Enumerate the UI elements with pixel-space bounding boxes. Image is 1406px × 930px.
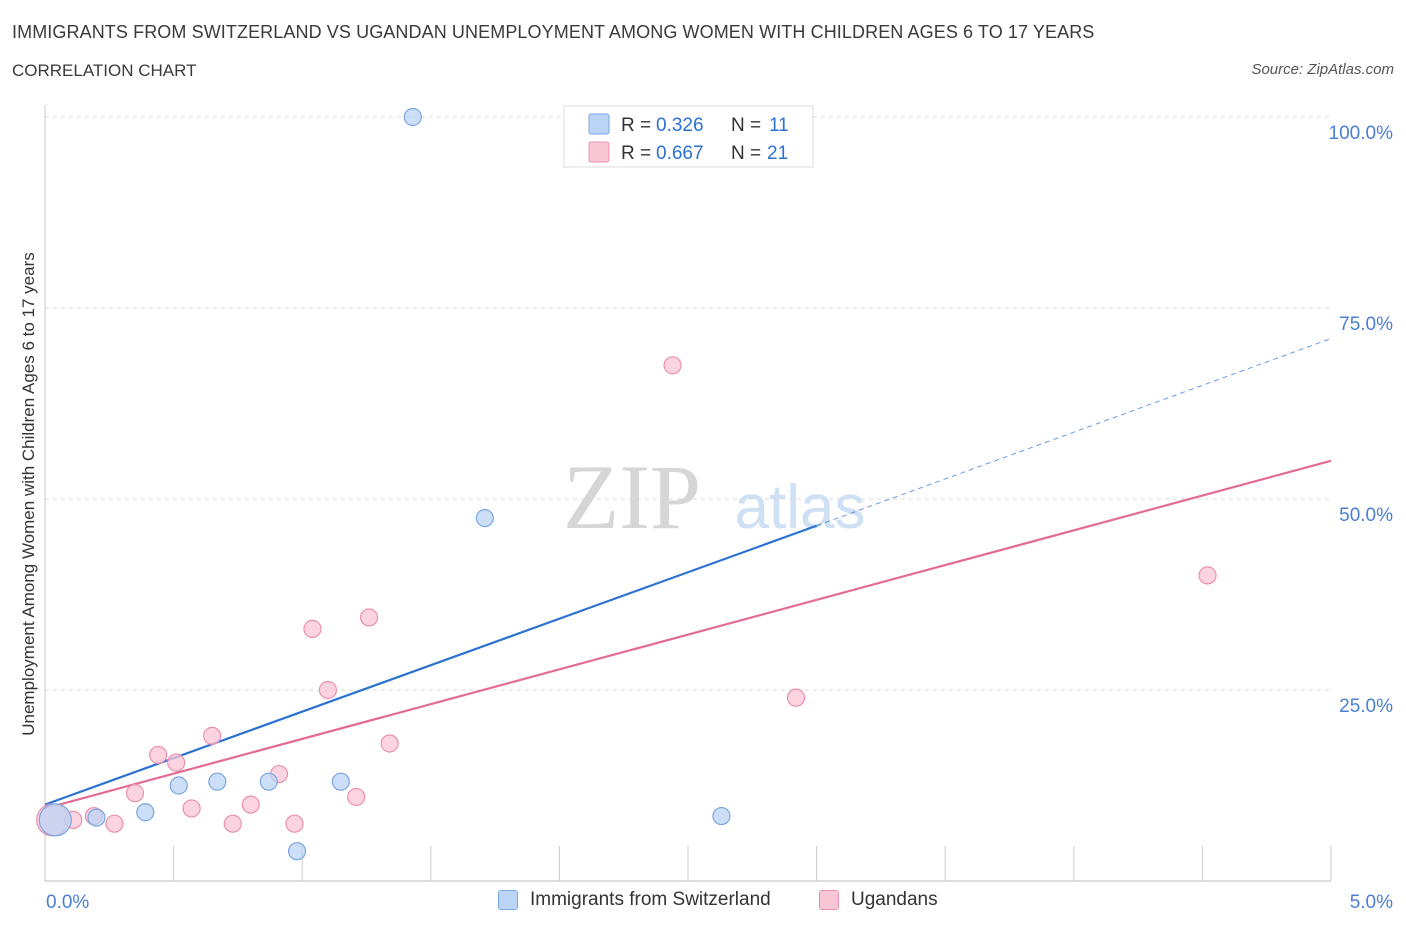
data-point-switzerland (208, 772, 227, 791)
x-tick-label: 5.0% (1350, 892, 1393, 913)
legend-label-ugandans: Ugandans (851, 889, 938, 910)
data-point-switzerland (136, 803, 155, 822)
bottom-legend: Immigrants from Switzerland Ugandans (0, 889, 1406, 915)
x-tick-label: 0.0% (46, 892, 89, 913)
legend-r-value: 0.326 (656, 115, 704, 136)
y-axis-label: Unemployment Among Women with Children A… (19, 252, 38, 736)
data-point-ugandans (359, 608, 379, 627)
legend-item-ugandans: Ugandans (819, 889, 938, 911)
data-point-ugandans (203, 726, 222, 745)
y-tick-label: 75.0% (1339, 314, 1393, 335)
trend-line-switzerland-extension (816, 338, 1332, 527)
legend-swatch-pink (819, 890, 839, 910)
legend-r-label: R = (621, 143, 651, 164)
data-point-switzerland (259, 772, 278, 791)
data-point-switzerland (712, 806, 731, 826)
data-point-switzerland (169, 776, 188, 795)
chart-title: IMMIGRANTS FROM SWITZERLAND VS UGANDAN U… (12, 22, 1095, 42)
data-point-ugandans (285, 814, 304, 833)
data-point-ugandans (241, 795, 260, 814)
watermark: ZIP atlas (563, 446, 865, 548)
data-point-ugandans (786, 688, 806, 707)
data-point-ugandans (167, 753, 186, 772)
trend-layer (44, 338, 1332, 810)
legend-n-label: N = (731, 115, 761, 136)
data-point-ugandans (105, 814, 124, 833)
top-legend: R = 0.326 N = 11 R = 0.667 N = 21 (563, 105, 814, 168)
legend-n-value: 11 (769, 115, 789, 136)
data-point-ugandans (380, 734, 399, 753)
data-point-ugandans (347, 787, 366, 807)
legend-n-value: 21 (767, 143, 788, 164)
data-point-ugandans (663, 356, 682, 375)
data-point-switzerland (331, 772, 350, 791)
axis-layer: 25.0% 50.0% 75.0% 100.0% 0.0% 5.0% (44, 105, 1394, 913)
legend-swatch-blue (498, 890, 518, 910)
legend-swatch-pink (588, 141, 610, 163)
data-point-ugandans (318, 680, 338, 700)
data-point-ugandans (223, 814, 242, 833)
data-point-switzerland (38, 803, 72, 837)
watermark-atlas: atlas (735, 473, 866, 542)
points-layer (36, 107, 1217, 861)
legend-swatch-blue (588, 113, 610, 135)
data-point-switzerland (87, 808, 106, 827)
data-point-switzerland (475, 508, 494, 528)
data-point-ugandans (182, 799, 201, 818)
trend-line-ugandans (44, 459, 1332, 810)
y-tick-label: 50.0% (1339, 505, 1393, 526)
legend-r-value: 0.667 (656, 143, 704, 164)
watermark-zip: ZIP (563, 446, 701, 548)
data-point-switzerland (287, 842, 307, 861)
legend-item-switzerland: Immigrants from Switzerland (498, 889, 771, 911)
data-point-ugandans (1198, 566, 1217, 585)
chart-subtitle: CORRELATION CHART (12, 61, 197, 80)
y-tick-label: 100.0% (1329, 123, 1394, 144)
legend-n-label: N = (731, 143, 761, 164)
source-label: Source: ZipAtlas.com (1251, 61, 1394, 78)
legend-r-label: R = (621, 115, 651, 136)
data-point-switzerland (403, 107, 422, 127)
data-point-ugandans (303, 619, 322, 638)
data-point-ugandans (125, 784, 145, 803)
legend-label-switzerland: Immigrants from Switzerland (530, 889, 771, 910)
y-tick-label: 25.0% (1339, 696, 1393, 717)
grid-layer (45, 116, 1331, 691)
data-point-ugandans (149, 745, 168, 765)
